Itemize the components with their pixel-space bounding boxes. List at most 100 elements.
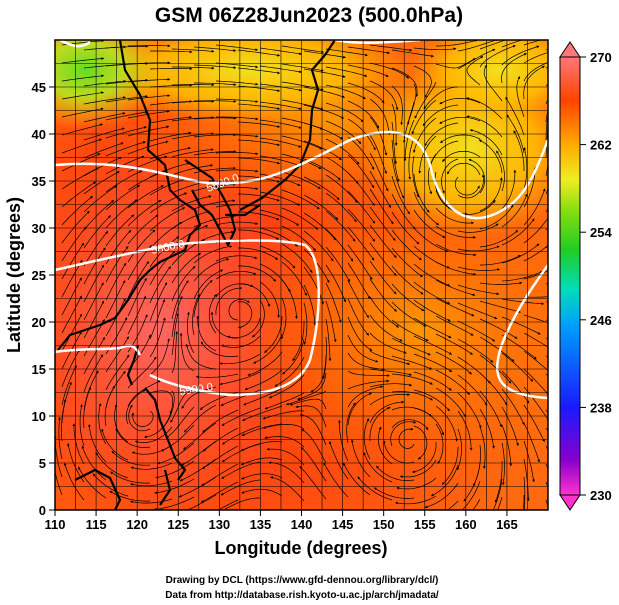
streamline	[303, 68, 346, 78]
streamline	[496, 150, 505, 192]
streamline	[281, 45, 324, 54]
streamline	[134, 426, 173, 444]
streamline	[55, 469, 63, 496]
streamline	[130, 480, 173, 487]
streamline	[523, 495, 525, 510]
streamline	[501, 218, 535, 246]
streamline	[523, 65, 545, 100]
streamline	[155, 460, 195, 479]
streamline	[479, 372, 508, 406]
x-tick-label: 155	[414, 517, 436, 532]
streamline	[523, 52, 548, 64]
streamline	[149, 100, 193, 106]
streamline	[105, 110, 148, 121]
streamline	[347, 226, 375, 261]
streamline	[83, 264, 105, 303]
streamline	[171, 148, 214, 158]
streamline	[523, 62, 548, 82]
streamline	[347, 298, 370, 336]
streamline	[413, 65, 432, 98]
x-tick-label: 135	[250, 517, 272, 532]
streamline	[303, 266, 324, 305]
streamline	[501, 271, 544, 282]
streamline	[227, 317, 261, 339]
streamline	[391, 139, 400, 182]
streamline	[149, 266, 171, 304]
streamline	[347, 190, 376, 224]
colorbar-tick-label: 270	[590, 50, 612, 65]
streamline	[127, 185, 164, 209]
streamline	[337, 419, 349, 462]
streamline	[373, 487, 415, 499]
streamline	[523, 476, 526, 510]
streamline	[61, 226, 87, 262]
streamline	[377, 426, 393, 465]
streamline	[413, 47, 457, 51]
streamline	[105, 245, 129, 283]
streamline	[457, 392, 482, 429]
streamline	[299, 465, 327, 500]
streamline	[479, 408, 495, 449]
streamline	[399, 459, 437, 478]
streamline	[127, 229, 156, 263]
streamline	[466, 56, 484, 86]
streamline	[413, 209, 446, 238]
streamline	[266, 447, 305, 466]
streamline	[259, 173, 301, 186]
streamline	[457, 338, 494, 363]
streamline	[369, 393, 411, 406]
y-tick-label: 30	[32, 221, 46, 236]
streamline	[281, 243, 313, 273]
streamline	[391, 157, 405, 199]
streamline	[501, 53, 527, 84]
streamline	[171, 99, 215, 104]
streamline	[325, 318, 332, 362]
streamline	[391, 337, 431, 356]
streamline	[457, 40, 499, 52]
streamline	[83, 386, 92, 429]
streamline	[303, 176, 340, 200]
streamline	[61, 153, 101, 172]
streamline	[369, 152, 389, 192]
streamline	[413, 191, 440, 226]
streamline	[424, 122, 459, 147]
streamline	[369, 134, 387, 175]
streamline	[237, 175, 280, 183]
streamline	[363, 452, 393, 483]
streamline	[413, 299, 451, 322]
streamline	[523, 422, 540, 463]
streamline	[435, 261, 477, 276]
x-axis-label: Longitude (degrees)	[214, 538, 387, 558]
y-tick-label: 40	[32, 127, 46, 142]
streamline	[238, 247, 279, 260]
streamline	[187, 311, 195, 354]
streamline	[435, 405, 458, 442]
streamline	[61, 181, 96, 208]
streamline	[479, 300, 521, 313]
streamline	[264, 315, 283, 353]
streamline	[262, 410, 305, 420]
streamline	[398, 427, 415, 449]
streamline	[215, 221, 259, 226]
streamline	[303, 230, 334, 262]
streamline	[369, 44, 413, 52]
streamline	[446, 500, 459, 510]
streamline	[83, 354, 104, 393]
streamline	[479, 336, 515, 362]
streamline	[413, 371, 452, 391]
streamline	[237, 49, 281, 57]
streamline	[325, 228, 354, 262]
streamline	[215, 134, 259, 138]
streamline	[469, 129, 503, 156]
x-tick-label: 125	[167, 517, 189, 532]
streamline	[325, 282, 342, 323]
streamline	[347, 46, 390, 55]
streamline	[61, 210, 90, 244]
streamline	[303, 86, 346, 98]
y-tick-label: 5	[39, 456, 46, 471]
streamline	[325, 66, 368, 77]
streamline	[461, 480, 481, 510]
streamline	[83, 185, 118, 213]
streamline	[281, 63, 324, 72]
streamline	[259, 209, 300, 226]
